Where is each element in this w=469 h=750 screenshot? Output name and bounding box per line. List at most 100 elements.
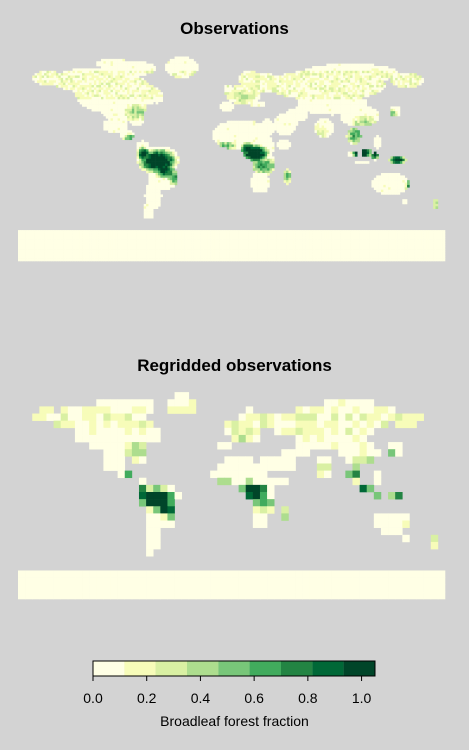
obs-cell [172, 66, 175, 69]
obs-cell [167, 241, 171, 245]
obs-cell [262, 158, 266, 162]
obs-cell [82, 96, 85, 100]
obs-cell [129, 61, 133, 64]
obs-cell [371, 237, 375, 240]
obs-cell [162, 232, 166, 236]
obs-cell [274, 237, 277, 240]
obs-cell [371, 75, 375, 79]
obs-cell [248, 132, 251, 136]
obs-cell [115, 234, 118, 238]
obs-cell [376, 111, 379, 114]
obs-cell [366, 89, 370, 93]
obs-cell [108, 230, 111, 233]
obs-cell [131, 70, 135, 74]
obs-cell [150, 177, 154, 181]
obs-cell [354, 104, 358, 107]
obs-cell [269, 123, 273, 126]
obs-cell [380, 175, 384, 179]
obs-cell [380, 182, 384, 186]
obs-cell [72, 82, 76, 86]
obs-cell [250, 156, 254, 160]
obs-cell [411, 77, 415, 81]
obs-cell [338, 77, 341, 81]
obs-cell [231, 142, 235, 145]
obs-cell [312, 246, 315, 250]
obs-cell [77, 237, 80, 240]
obs-cell [286, 94, 289, 98]
obs-cell [174, 56, 178, 60]
obs-cell [44, 234, 47, 238]
obs-cell [238, 234, 242, 238]
obs-cell [124, 108, 128, 112]
obs-cell [250, 94, 254, 98]
obs-cell [326, 87, 330, 91]
obs-cell [136, 96, 140, 100]
obs-cell [115, 70, 118, 74]
obs-cell [122, 237, 126, 240]
obs-cell [428, 232, 432, 236]
obs-cell [421, 246, 424, 250]
obs-cell [307, 96, 311, 100]
obs-cell [169, 66, 173, 69]
obs-cell [359, 115, 363, 119]
obs-cell [274, 82, 277, 86]
obs-cell [101, 63, 104, 67]
obs-cell [293, 249, 296, 252]
obs-cell [198, 232, 201, 236]
obs-cell [141, 146, 145, 150]
obs-cell [250, 232, 254, 236]
obs-cell [271, 156, 275, 160]
obs-cell [293, 125, 296, 129]
obs-cell [414, 234, 417, 238]
obs-cell [20, 241, 24, 245]
obs-cell [352, 89, 356, 93]
obs-cell [385, 77, 389, 81]
obs-cell [286, 80, 289, 83]
obs-cell [288, 175, 292, 179]
obs-cell [331, 89, 334, 93]
obs-cell [259, 241, 263, 245]
obs-cell [172, 170, 175, 174]
obs-cell [288, 230, 292, 233]
obs-cell [312, 237, 315, 240]
obs-cell [127, 130, 130, 133]
obs-cell [335, 70, 339, 74]
obs-cell [167, 70, 171, 74]
obs-cell [416, 237, 420, 240]
obs-cell [302, 82, 306, 86]
obs-cell [390, 68, 394, 72]
obs-cell [240, 130, 244, 133]
obs-cell [157, 249, 161, 252]
obs-cell [91, 101, 95, 105]
obs-cell [155, 180, 159, 183]
obs-cell [86, 99, 90, 102]
obs-cell [146, 101, 149, 105]
obs-cell [312, 66, 315, 69]
obs-cell [283, 92, 287, 95]
obs-cell [418, 237, 422, 240]
obs-cell [222, 104, 225, 107]
obs-cell [395, 175, 398, 179]
obs-cell [316, 125, 320, 129]
obs-cell [103, 63, 107, 67]
obs-cell [117, 75, 121, 79]
obs-cell [112, 94, 116, 98]
obs-cell [380, 180, 384, 183]
obs-cell [409, 239, 413, 243]
obs-cell [148, 154, 152, 157]
obs-cell [271, 237, 275, 240]
obs-cell [361, 234, 365, 238]
obs-cell [354, 151, 358, 155]
obs-cell [226, 92, 230, 95]
obs-cell [53, 244, 57, 248]
obs-cell [200, 239, 204, 243]
obs-cell [333, 80, 337, 83]
obs-cell [134, 239, 137, 243]
obs-cell [108, 89, 111, 93]
obs-cell [236, 125, 239, 129]
obs-cell [340, 94, 344, 98]
obs-cell [276, 118, 280, 122]
obs-cell [373, 80, 377, 83]
obs-cell [312, 104, 315, 107]
obs-cell [416, 244, 420, 248]
